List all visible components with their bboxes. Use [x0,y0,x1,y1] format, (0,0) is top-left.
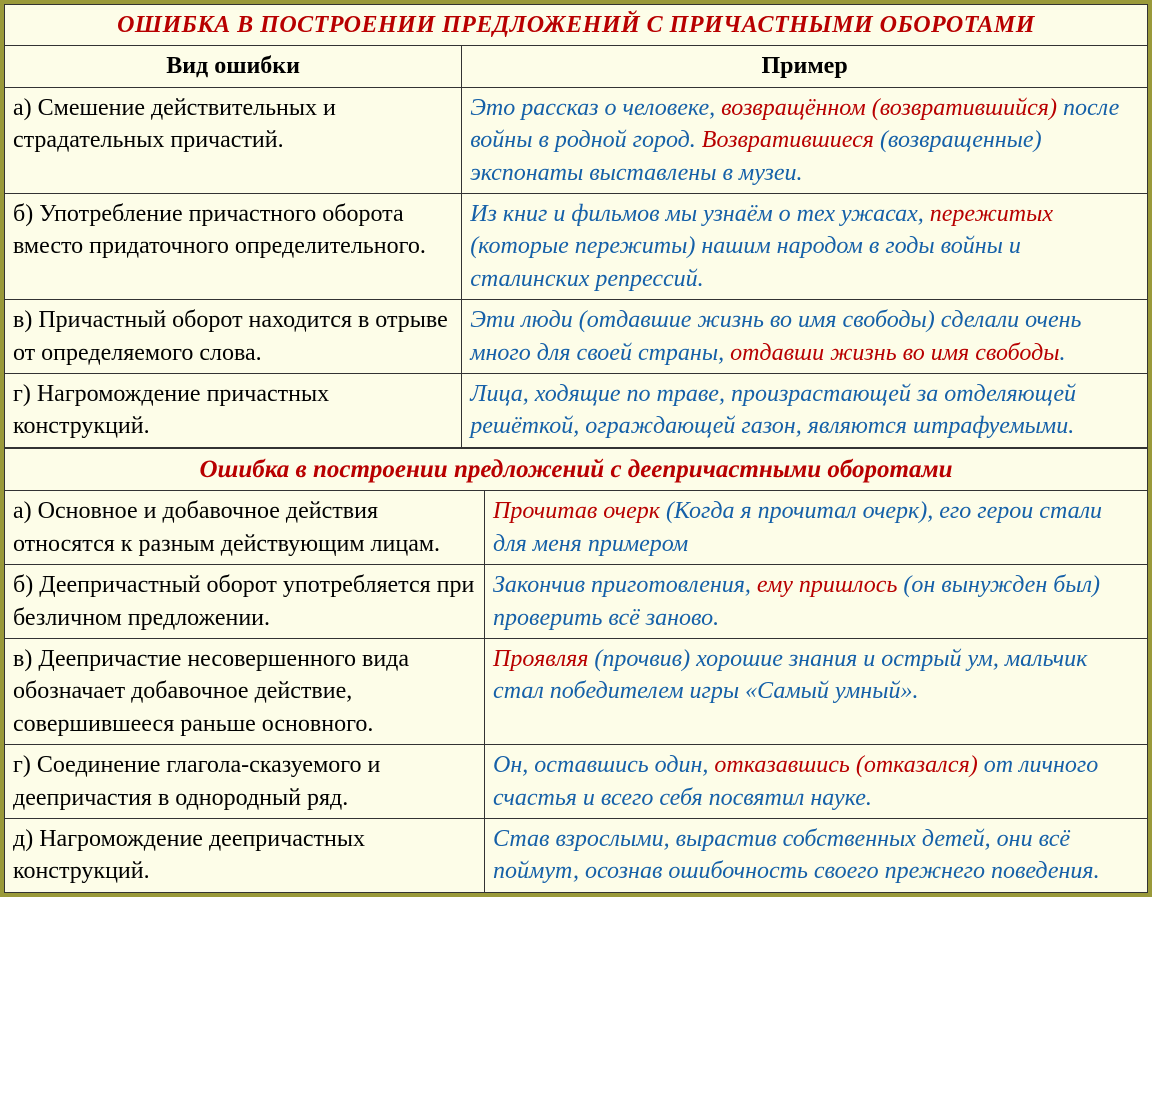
table-row: в) Деепричастие несовершенного вида обоз… [5,639,1148,745]
table-row: д) Нагромождение деепричастных конструкц… [5,818,1148,892]
error-type-cell: д) Нагромождение деепричастных конструкц… [5,818,485,892]
table-row: в) Причастный оборот находится в отрыве … [5,300,1148,374]
error-type-cell: б) Деепричастный оборот употребляется пр… [5,565,485,639]
example-cell: Эти люди (отдавшие жизнь во имя свободы)… [462,300,1148,374]
header-row: Вид ошибки Пример [5,46,1148,87]
error-highlight: Прочитав очерк [493,498,666,524]
error-type-cell: а) Основное и добавочное действия относя… [5,491,485,565]
error-highlight: отказавшись (отказался) [714,752,977,778]
table-row: г) Соединение глагола-сказуемого и деепр… [5,745,1148,819]
table-row: б) Деепричастный оборот употребляется пр… [5,565,1148,639]
error-type-cell: в) Деепричастие несовершенного вида обоз… [5,639,485,745]
error-highlight: пережитых [930,201,1053,227]
main-title: ОШИБКА В ПОСТРОЕНИИ ПРЕДЛОЖЕНИЙ С ПРИЧАС… [5,5,1148,46]
example-text: (которые пережиты) нашим народом в годы … [470,233,1021,291]
grammar-table: ОШИБКА В ПОСТРОЕНИИ ПРЕДЛОЖЕНИЙ С ПРИЧАС… [4,4,1148,448]
error-type-cell: а) Смешение действительных и страдательн… [5,87,462,193]
example-text: Закончив приготовления, [493,572,757,598]
example-cell: Он, оставшись один, отказавшись (отказал… [485,745,1148,819]
example-cell: Из книг и фильмов мы узнаём о тех ужасах… [462,193,1148,299]
error-highlight: отдавши жизнь во имя свободы [730,340,1059,366]
main-title-row: ОШИБКА В ПОСТРОЕНИИ ПРЕДЛОЖЕНИЙ С ПРИЧАС… [5,5,1148,46]
error-type-cell: б) Употребление причастного оборота вмес… [5,193,462,299]
grammar-table-2: Ошибка в построении предложений с деепри… [4,448,1148,893]
example-cell: Это рассказ о человеке, возвращённом (во… [462,87,1148,193]
error-highlight: Возвратившиеся [702,127,880,153]
example-text: . [1059,340,1065,366]
document-frame: https://grammatika-rus.ru/ ОШИБКА В ПОСТ… [0,0,1152,897]
error-type-cell: г) Соединение глагола-сказуемого и деепр… [5,745,485,819]
error-type-cell: г) Нагромождение причастных конструкций. [5,373,462,447]
example-text: Став взрослыми, вырастив собственных дет… [493,826,1100,884]
sub-title-row: Ошибка в построении предложений с деепри… [5,448,1148,491]
example-text: Лица, ходящие по траве, произрастающей з… [470,381,1076,439]
example-cell: Став взрослыми, вырастив собственных дет… [485,818,1148,892]
table-row: г) Нагромождение причастных конструкций.… [5,373,1148,447]
example-text: Это рассказ о человеке, [470,95,721,121]
header-type: Вид ошибки [5,46,462,87]
table-row: а) Основное и добавочное действия относя… [5,491,1148,565]
table-row: а) Смешение действительных и страдательн… [5,87,1148,193]
example-cell: Лица, ходящие по траве, произрастающей з… [462,373,1148,447]
example-cell: Закончив приготовления, ему пришлось (он… [485,565,1148,639]
example-cell: Прочитав очерк (Когда я прочитал очерк),… [485,491,1148,565]
error-highlight: возвращённом (возвратившийся) [721,95,1057,121]
sub-title: Ошибка в построении предложений с деепри… [5,448,1148,491]
header-example: Пример [462,46,1148,87]
error-highlight: Проявляя [493,646,594,672]
example-cell: Проявляя (прочвив) хорошие знания и остр… [485,639,1148,745]
table-row: б) Употребление причастного оборота вмес… [5,193,1148,299]
error-type-cell: в) Причастный оборот находится в отрыве … [5,300,462,374]
error-highlight: ему пришлось [757,572,903,598]
example-text: Он, оставшись один, [493,752,714,778]
example-text: Из книг и фильмов мы узнаём о тех ужасах… [470,201,930,227]
